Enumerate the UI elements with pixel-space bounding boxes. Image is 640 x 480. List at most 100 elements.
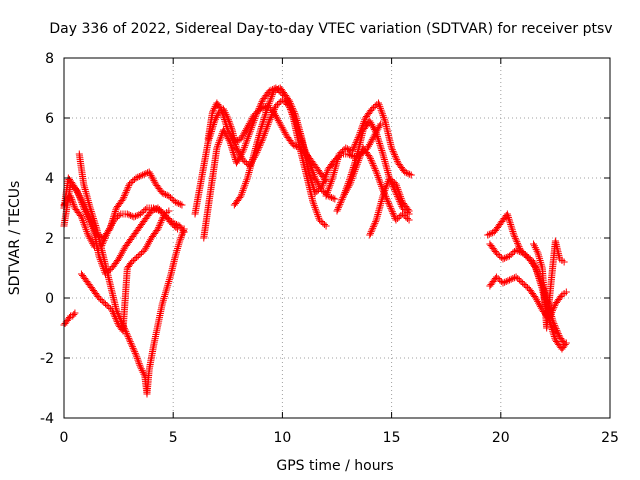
- data-point: [83, 227, 91, 235]
- data-point: [257, 140, 265, 148]
- data-point: [243, 176, 251, 184]
- data-point: [123, 329, 131, 337]
- data-point: [343, 145, 351, 153]
- data-point: [365, 152, 373, 159]
- series-track-j: [230, 84, 330, 230]
- data-point: [158, 300, 166, 308]
- data-point: [353, 162, 361, 170]
- data-point: [522, 282, 530, 290]
- data-point: [246, 127, 254, 135]
- data-point: [406, 170, 414, 178]
- data-point: [125, 334, 133, 342]
- data-point: [330, 168, 338, 176]
- data-point: [138, 249, 146, 257]
- data-point: [321, 176, 329, 183]
- data-point: [123, 331, 131, 339]
- x-axis-label: GPS time / hours: [276, 458, 393, 474]
- data-point: [263, 107, 271, 115]
- data-point: [129, 257, 137, 264]
- data-point: [504, 212, 512, 220]
- data-point: [549, 327, 557, 335]
- data-point: [179, 228, 187, 236]
- data-point: [519, 249, 527, 257]
- data-point: [508, 224, 516, 232]
- data-point: [327, 178, 335, 186]
- data-point: [385, 174, 393, 182]
- data-point: [131, 349, 139, 357]
- data-point: [380, 188, 388, 196]
- data-point: [88, 211, 96, 219]
- data-point: [77, 213, 85, 221]
- data-point: [230, 152, 238, 160]
- data-point: [373, 170, 381, 178]
- data-point: [369, 223, 377, 231]
- data-point: [372, 166, 380, 174]
- data-point: [346, 151, 354, 159]
- data-point: [502, 254, 510, 261]
- data-point: [263, 105, 271, 113]
- data-point: [234, 137, 242, 144]
- data-point: [537, 258, 545, 266]
- data-point: [135, 173, 143, 180]
- data-point: [76, 212, 84, 219]
- data-point: [514, 241, 522, 249]
- series-track-e: [77, 207, 173, 335]
- data-point: [240, 143, 248, 151]
- data-point: [155, 223, 163, 231]
- data-point: [494, 275, 502, 282]
- data-point: [352, 164, 360, 172]
- data-point: [310, 200, 318, 208]
- data-point: [175, 241, 183, 249]
- data-point: [553, 326, 561, 334]
- data-point: [175, 239, 183, 247]
- data-point: [245, 131, 253, 139]
- data-point: [67, 192, 75, 200]
- data-point: [78, 215, 86, 223]
- y-axis-label: SDTVAR / TECUs: [7, 181, 23, 296]
- data-point: [118, 197, 126, 204]
- data-point: [389, 177, 397, 185]
- data-point: [101, 233, 109, 241]
- data-point: [89, 213, 97, 221]
- data-point: [239, 187, 247, 195]
- data-point: [374, 209, 382, 217]
- data-point: [261, 110, 269, 118]
- data-point: [105, 303, 113, 311]
- data-point: [536, 257, 544, 264]
- data-point: [123, 185, 131, 193]
- data-point: [380, 113, 388, 121]
- data-point: [164, 279, 172, 287]
- data-point: [555, 331, 563, 339]
- data-point: [339, 194, 347, 202]
- data-point: [127, 179, 135, 186]
- data-point: [399, 210, 407, 218]
- data-point: [135, 360, 143, 368]
- data-point: [370, 163, 378, 171]
- data-point: [374, 99, 382, 107]
- data-point: [323, 169, 331, 177]
- data-point: [123, 187, 131, 195]
- series-track-a: [60, 168, 186, 242]
- data-point: [492, 273, 500, 281]
- data-point: [244, 170, 252, 178]
- data-point: [389, 209, 397, 217]
- data-point: [131, 255, 139, 263]
- data-point: [267, 94, 275, 102]
- data-point: [513, 238, 521, 246]
- data-point: [165, 207, 173, 215]
- data-point: [113, 318, 121, 326]
- data-point: [510, 274, 518, 282]
- data-point: [390, 211, 398, 219]
- data-point: [168, 195, 176, 203]
- data-point: [366, 229, 374, 237]
- data-point: [372, 129, 380, 137]
- data-point: [357, 151, 365, 159]
- data-point: [165, 192, 173, 200]
- data-point: [133, 212, 141, 219]
- data-point: [325, 185, 333, 193]
- data-point: [216, 137, 224, 145]
- data-point: [369, 224, 377, 232]
- data-point: [398, 196, 406, 204]
- data-point: [134, 252, 142, 260]
- data-point: [383, 167, 391, 175]
